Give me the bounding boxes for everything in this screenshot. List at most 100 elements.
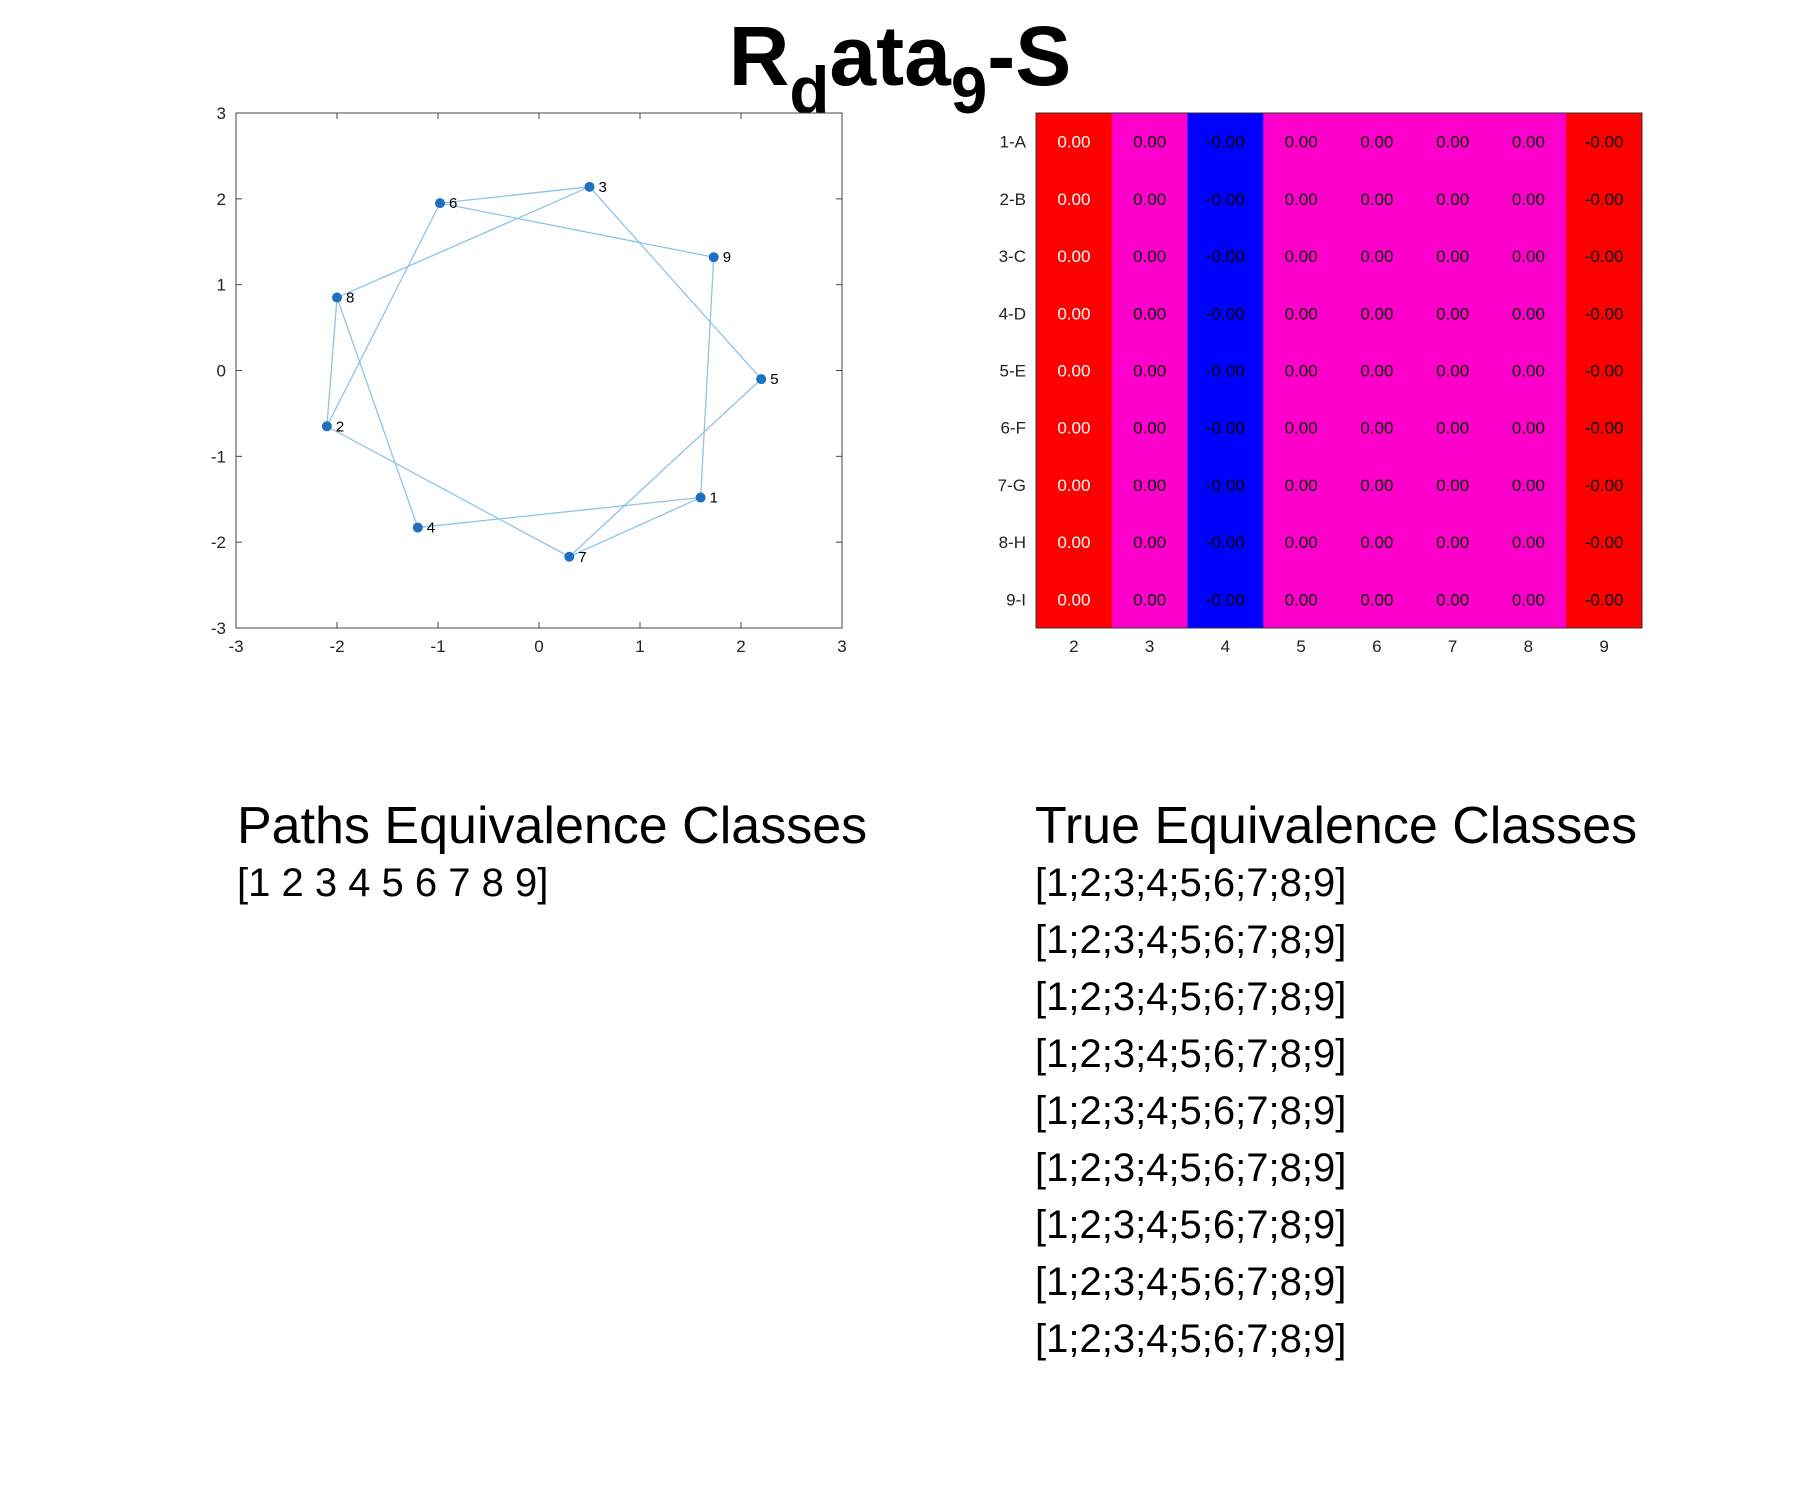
heatmap-cell-value: -0.00 [1206, 133, 1245, 152]
heatmap-cell-value: 0.00 [1512, 133, 1545, 152]
y-tick-label: -2 [211, 533, 226, 552]
true-equivalence-panel: True Equivalence Classes [1;2;3;4;5;6;7;… [1035, 797, 1637, 1368]
graph-edge [569, 496, 701, 558]
graph-node-label: 8 [346, 290, 354, 307]
heatmap-column [1036, 113, 1113, 628]
graph-node-point [695, 492, 706, 503]
heatmap-cell-value: 0.00 [1512, 476, 1545, 495]
heatmap-cell-value: 0.00 [1512, 419, 1545, 438]
true-class-row: [1;2;3;4;5;6;7;8;9] [1035, 975, 1347, 1019]
heatmap-cell-value: -0.00 [1206, 247, 1245, 266]
heatmap-cell-value: -0.00 [1206, 419, 1245, 438]
true-class-row: [1;2;3;4;5;6;7;8;9] [1035, 1032, 1347, 1076]
y-tick-label: -3 [211, 619, 226, 638]
graph-edge [439, 202, 714, 258]
heatmap-column [1566, 113, 1643, 628]
heatmap-cell-value: -0.00 [1585, 190, 1624, 209]
heatmap-cell-value: 0.00 [1512, 533, 1545, 552]
heatmap-col-label: 8 [1524, 637, 1533, 656]
heatmap-row-label: 9-I [1006, 590, 1026, 609]
heatmap-column [1111, 113, 1188, 628]
heatmap-cell-value: 0.00 [1133, 419, 1166, 438]
graph-node-point [756, 374, 767, 385]
heatmap-row-label: 3-C [999, 247, 1026, 266]
heatmap-row-label: 4-D [999, 304, 1026, 323]
graph-node-label: 4 [427, 520, 435, 537]
heatmap-cell-value: 0.00 [1285, 190, 1318, 209]
heatmap-column [1414, 113, 1491, 628]
heatmap-cell-value: 0.00 [1133, 590, 1166, 609]
heatmap-cell-value: 0.00 [1436, 304, 1469, 323]
heatmap-col-label: 7 [1448, 637, 1457, 656]
graph-node-label: 9 [723, 249, 731, 266]
paths-row: [1 2 3 4 5 6 7 8 9] [237, 861, 549, 905]
heatmap-cell-value: -0.00 [1585, 362, 1624, 381]
x-tick-label: 0 [534, 637, 543, 656]
heatmap-cell-value: 0.00 [1285, 590, 1318, 609]
heatmap-cell-value: 0.00 [1512, 590, 1545, 609]
heatmap-cell-value: 0.00 [1133, 304, 1166, 323]
x-tick-label: -3 [228, 637, 243, 656]
y-tick-label: -1 [211, 447, 226, 466]
y-tick-label: 0 [217, 362, 226, 381]
heatmap-cell-value: 0.00 [1436, 362, 1469, 381]
heatmap-cell-value: 0.00 [1360, 362, 1393, 381]
heatmap-cell-value: 0.00 [1360, 190, 1393, 209]
heatmap-cell-value: 0.00 [1285, 533, 1318, 552]
true-rows-list: [1;2;3;4;5;6;7;8;9] [1;2;3;4;5;6;7;8;9] [1… [1035, 855, 1637, 1368]
heatmap-cell-value: 0.00 [1285, 304, 1318, 323]
heatmap-cell-value: 0.00 [1360, 476, 1393, 495]
heatmap-cell-value: -0.00 [1206, 590, 1245, 609]
heatmap-row-label: 2-B [1000, 190, 1026, 209]
true-heading: True Equivalence Classes [1035, 797, 1638, 855]
heatmap-cell-value: 0.00 [1360, 133, 1393, 152]
graph-node-point [584, 181, 595, 192]
true-class-row: [1;2;3;4;5;6;7;8;9] [1035, 1260, 1347, 1304]
heatmap-row-label: 6-F [1001, 419, 1027, 438]
graph-node-label: 6 [449, 195, 457, 212]
x-tick-label: -1 [430, 637, 445, 656]
heatmap-column [1490, 113, 1567, 628]
true-class-row: [1;2;3;4;5;6;7;8;9] [1035, 1089, 1347, 1133]
x-tick-label: 2 [736, 637, 745, 656]
heatmap-cell-value: 0.00 [1285, 247, 1318, 266]
heatmap-cell-value: 0.00 [1285, 476, 1318, 495]
graph-edge [336, 186, 590, 299]
y-tick-label: 2 [217, 190, 226, 209]
heatmap-cell-value: -0.00 [1206, 304, 1245, 323]
graph-node-point [708, 252, 719, 263]
graph-edge [326, 297, 338, 427]
heatmap-column [1187, 113, 1264, 628]
true-class-row: [1;2;3;4;5;6;7;8;9] [1035, 1146, 1347, 1190]
graph-node-point [564, 551, 575, 562]
heatmap-column [1263, 113, 1340, 628]
heatmap-cell-value: 0.00 [1360, 247, 1393, 266]
graph-node-point [332, 292, 342, 303]
graph-node-point [321, 421, 332, 432]
heatmap-cell-value: -0.00 [1206, 190, 1245, 209]
heatmap-cell-value: 0.00 [1133, 133, 1166, 152]
heatmap-cell-value: 0.00 [1057, 133, 1090, 152]
true-class-row: [1;2;3;4;5;6;7;8;9] [1035, 861, 1347, 905]
heatmap-cell-value: 0.00 [1133, 476, 1166, 495]
heatmap-cell-value: 0.00 [1436, 133, 1469, 152]
graph-scatter-chart: -3 -2 -1 0 1 2 3 -3 -2 -1 0 1 2 3 1 2 3 4 5 6 7 8 9 [211, 104, 847, 656]
heatmap-cell-value: 0.00 [1360, 533, 1393, 552]
heatmap-cell-value: 0.00 [1133, 362, 1166, 381]
heatmap-col-label: 3 [1145, 637, 1154, 656]
heatmap-cell-value: 0.00 [1512, 247, 1545, 266]
heatmap-cell-value: -0.00 [1585, 476, 1624, 495]
heatmap-cell-value: 0.00 [1436, 590, 1469, 609]
heatmap-cell-value: -0.00 [1585, 304, 1624, 323]
heatmap-cell-value: 0.00 [1057, 362, 1090, 381]
heatmap-cell-value: 0.00 [1436, 533, 1469, 552]
heatmap-cell-value: 0.00 [1133, 190, 1166, 209]
graph-node-label: 2 [336, 418, 344, 435]
graph-node-point [435, 198, 446, 209]
graph-edge [417, 496, 701, 529]
heatmap-cell-value: 0.00 [1512, 362, 1545, 381]
true-class-row: [1;2;3;4;5;6;7;8;9] [1035, 918, 1347, 962]
heatmap-cell-value: 0.00 [1057, 533, 1090, 552]
heatmap-frame [1035, 112, 1643, 629]
figure-title: Rdata9-S [728, 9, 1072, 127]
